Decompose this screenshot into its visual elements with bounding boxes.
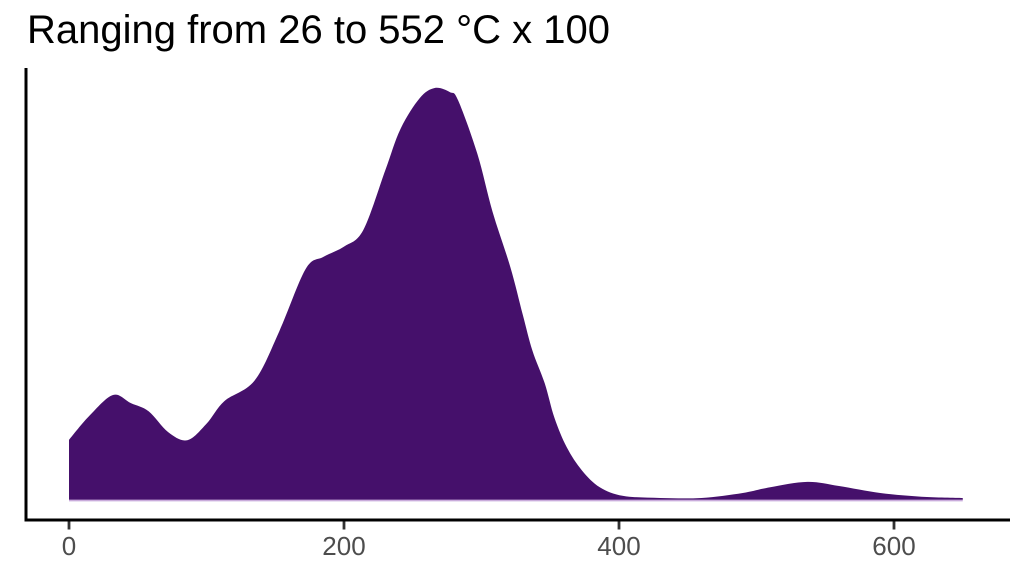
x-tick-label: 200 <box>322 531 365 561</box>
x-tick-label: 600 <box>872 531 915 561</box>
chart-title: Ranging from 26 to 552 °C x 100 <box>27 8 611 52</box>
x-tick-label: 0 <box>62 531 76 561</box>
density-area <box>69 87 963 500</box>
x-tick-label: 400 <box>597 531 640 561</box>
